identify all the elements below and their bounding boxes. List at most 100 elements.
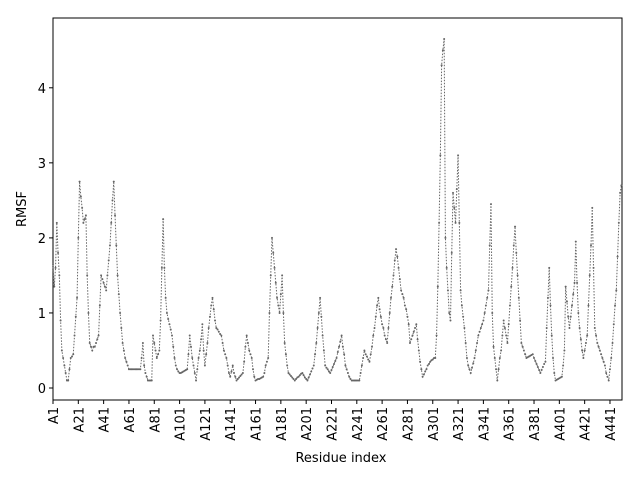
point [67,379,70,382]
point [57,251,60,254]
point [589,244,592,247]
point [103,285,106,288]
point [595,334,598,337]
point [539,371,542,374]
point [293,379,296,382]
point [497,368,500,371]
point [91,349,94,352]
point [221,341,224,344]
x-tick-label: A181 [275,407,290,441]
point [112,180,115,183]
point [222,349,225,352]
point [376,304,379,307]
point [488,244,491,247]
point [310,370,313,373]
point [196,368,199,371]
point [249,353,252,356]
point [97,334,100,337]
point [262,375,265,378]
point [341,345,344,348]
point [157,353,160,356]
point [281,274,284,277]
point [455,188,458,191]
point [319,296,322,299]
point [596,341,599,344]
point [58,274,61,277]
point [216,328,219,331]
point [238,376,241,379]
point [522,349,525,352]
point [206,341,209,344]
point [495,368,498,371]
point [392,274,395,277]
point [469,371,472,374]
point [565,300,568,303]
point [83,218,86,221]
point [406,315,409,318]
x-tick-label: A321 [452,407,467,441]
point [579,338,582,341]
point [460,304,463,307]
point [326,368,329,371]
point [226,364,229,367]
y-tick-label: 1 [38,307,46,322]
point [381,323,384,326]
point [321,334,324,337]
point [272,251,275,254]
point [387,326,390,329]
point [139,368,142,371]
point [298,374,301,377]
point [201,323,204,326]
point [164,296,167,299]
point [535,362,538,365]
point [516,274,519,277]
point [512,244,515,247]
point [167,317,170,320]
point [177,370,180,373]
point [365,355,368,358]
point [545,326,548,329]
point [82,221,85,224]
point [445,266,448,269]
point [620,184,623,187]
point [327,370,330,373]
point [291,376,294,379]
point [370,345,373,348]
point [297,375,300,378]
point [421,375,424,378]
point [278,311,281,314]
point [163,266,166,269]
point [197,356,200,359]
point [250,356,253,359]
point [64,371,67,374]
x-tick-label: A161 [250,407,265,441]
point [496,379,499,382]
point [500,349,503,352]
point [429,360,432,363]
point [538,368,541,371]
point [219,332,222,335]
point [614,304,617,307]
point [253,375,256,378]
point [212,308,215,311]
point [173,356,176,359]
point [231,364,234,367]
point [107,259,110,262]
point [598,349,601,352]
point [333,362,336,365]
point [53,285,56,288]
x-tick-label: A61 [123,407,138,432]
point [591,206,594,209]
point [239,374,242,377]
point [578,326,581,329]
point [111,199,114,202]
x-tick-label: A261 [376,407,391,441]
point [108,244,111,247]
point [234,375,237,378]
point [457,154,460,157]
point [312,364,315,367]
point [369,353,372,356]
point [117,293,120,296]
point [410,338,413,341]
point [84,214,87,217]
